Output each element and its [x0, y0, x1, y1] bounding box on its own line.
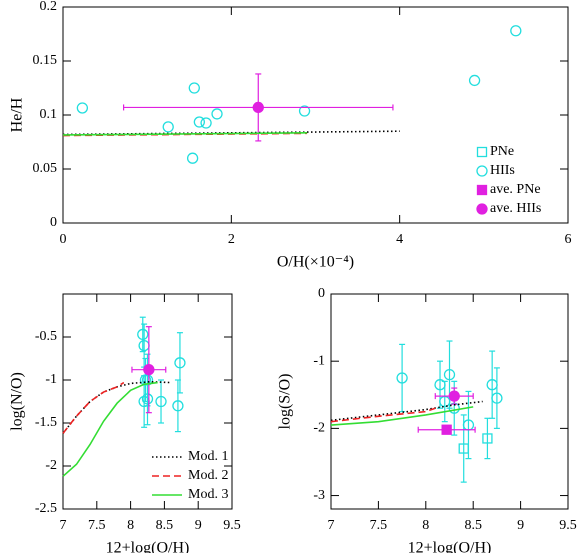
marker [396, 372, 408, 384]
x-tick-label: 8.5 [464, 518, 482, 533]
x-axis-label: 12+log(O/H) [408, 540, 492, 553]
legend-label: Mod. 2 [188, 468, 228, 483]
x-tick-label: 8 [422, 518, 429, 533]
marker [458, 443, 469, 454]
marker [482, 433, 493, 444]
error-bar-y [158, 379, 165, 424]
x-tick-label: 2 [228, 232, 235, 247]
legend-marker [476, 184, 488, 196]
x-axis-label: O/H(×10⁻⁴) [277, 254, 354, 271]
y-tick-label: -2 [313, 421, 325, 436]
marker [441, 424, 452, 435]
y-tick-label: -1 [313, 353, 325, 368]
x-axis-label: 12+log(O/H) [106, 540, 190, 553]
x-tick-label: 9 [517, 518, 524, 533]
marker [510, 25, 522, 37]
marker [252, 101, 264, 114]
model-line [330, 406, 474, 426]
y-tick-label: 0 [50, 215, 57, 230]
marker [143, 364, 155, 376]
plot-frame [62, 293, 233, 510]
legend-label: ave. HIIs [490, 201, 541, 216]
legend-marker [476, 203, 488, 215]
x-tick-label: 0 [60, 232, 67, 247]
y-axis-label: log(N/O) [9, 372, 26, 431]
x-tick-label: 4 [396, 232, 403, 247]
y-tick-label: -2.5 [35, 501, 57, 516]
model-line [62, 381, 158, 477]
error-bar-y [139, 316, 146, 353]
marker [188, 82, 200, 94]
x-tick-label: 6 [565, 232, 572, 247]
legend-label: Mod. 1 [188, 449, 228, 464]
y-tick-label: 0.15 [33, 53, 58, 68]
x-tick-label: 7.5 [370, 518, 388, 533]
legend-label: Mod. 3 [188, 487, 228, 502]
x-tick-label: 9.5 [223, 518, 241, 533]
model-line [62, 381, 125, 434]
marker [211, 108, 223, 120]
y-tick-label: -3 [313, 488, 325, 503]
x-tick-label: 9 [195, 518, 202, 533]
error-bar-y [484, 417, 491, 460]
marker [443, 368, 456, 381]
x-tick-label: 8 [127, 518, 134, 533]
y-axis-label: He/H [9, 97, 26, 132]
x-tick-label: 9.5 [559, 518, 577, 533]
error-bar-y [489, 350, 496, 419]
marker [448, 390, 460, 402]
model-line [62, 132, 308, 136]
marker [200, 117, 212, 129]
marker [162, 121, 174, 133]
x-tick-label: 7 [60, 518, 67, 533]
y-tick-label: -1 [45, 372, 57, 387]
legend-marker [476, 146, 488, 158]
marker [155, 395, 167, 408]
legend-label: HIIs [490, 163, 515, 178]
marker [76, 102, 89, 114]
x-tick-label: 7.5 [88, 518, 106, 533]
error-bar-y [460, 414, 467, 483]
marker [298, 105, 311, 117]
marker [137, 328, 149, 341]
error-bar-y [144, 353, 151, 407]
plot-frame [330, 293, 569, 510]
model-line [330, 407, 436, 423]
legend-marker [476, 165, 488, 177]
y-tick-label: 0.1 [40, 107, 58, 122]
legend-label: ave. PNe [490, 182, 541, 197]
error-bar-y [399, 343, 406, 413]
marker [193, 116, 206, 128]
marker [174, 357, 186, 369]
y-tick-label: 0.2 [40, 0, 58, 14]
y-axis-label: log(S/O) [277, 374, 294, 430]
y-tick-label: -2 [45, 458, 57, 473]
x-tick-label: 8.5 [156, 518, 174, 533]
marker [491, 392, 503, 404]
marker [186, 152, 199, 164]
legend-label: PNe [490, 144, 514, 159]
marker [172, 400, 184, 412]
y-tick-label: -1.5 [35, 415, 57, 430]
y-tick-label: 0.05 [33, 161, 58, 176]
y-tick-label: -0.5 [35, 329, 57, 344]
error-bar-y [176, 332, 183, 394]
marker [468, 74, 481, 87]
error-bar-y [493, 367, 500, 429]
error-bar-y [441, 380, 448, 423]
x-tick-label: 7 [328, 518, 335, 533]
y-tick-label: 0 [318, 286, 325, 301]
model-line [62, 380, 172, 434]
